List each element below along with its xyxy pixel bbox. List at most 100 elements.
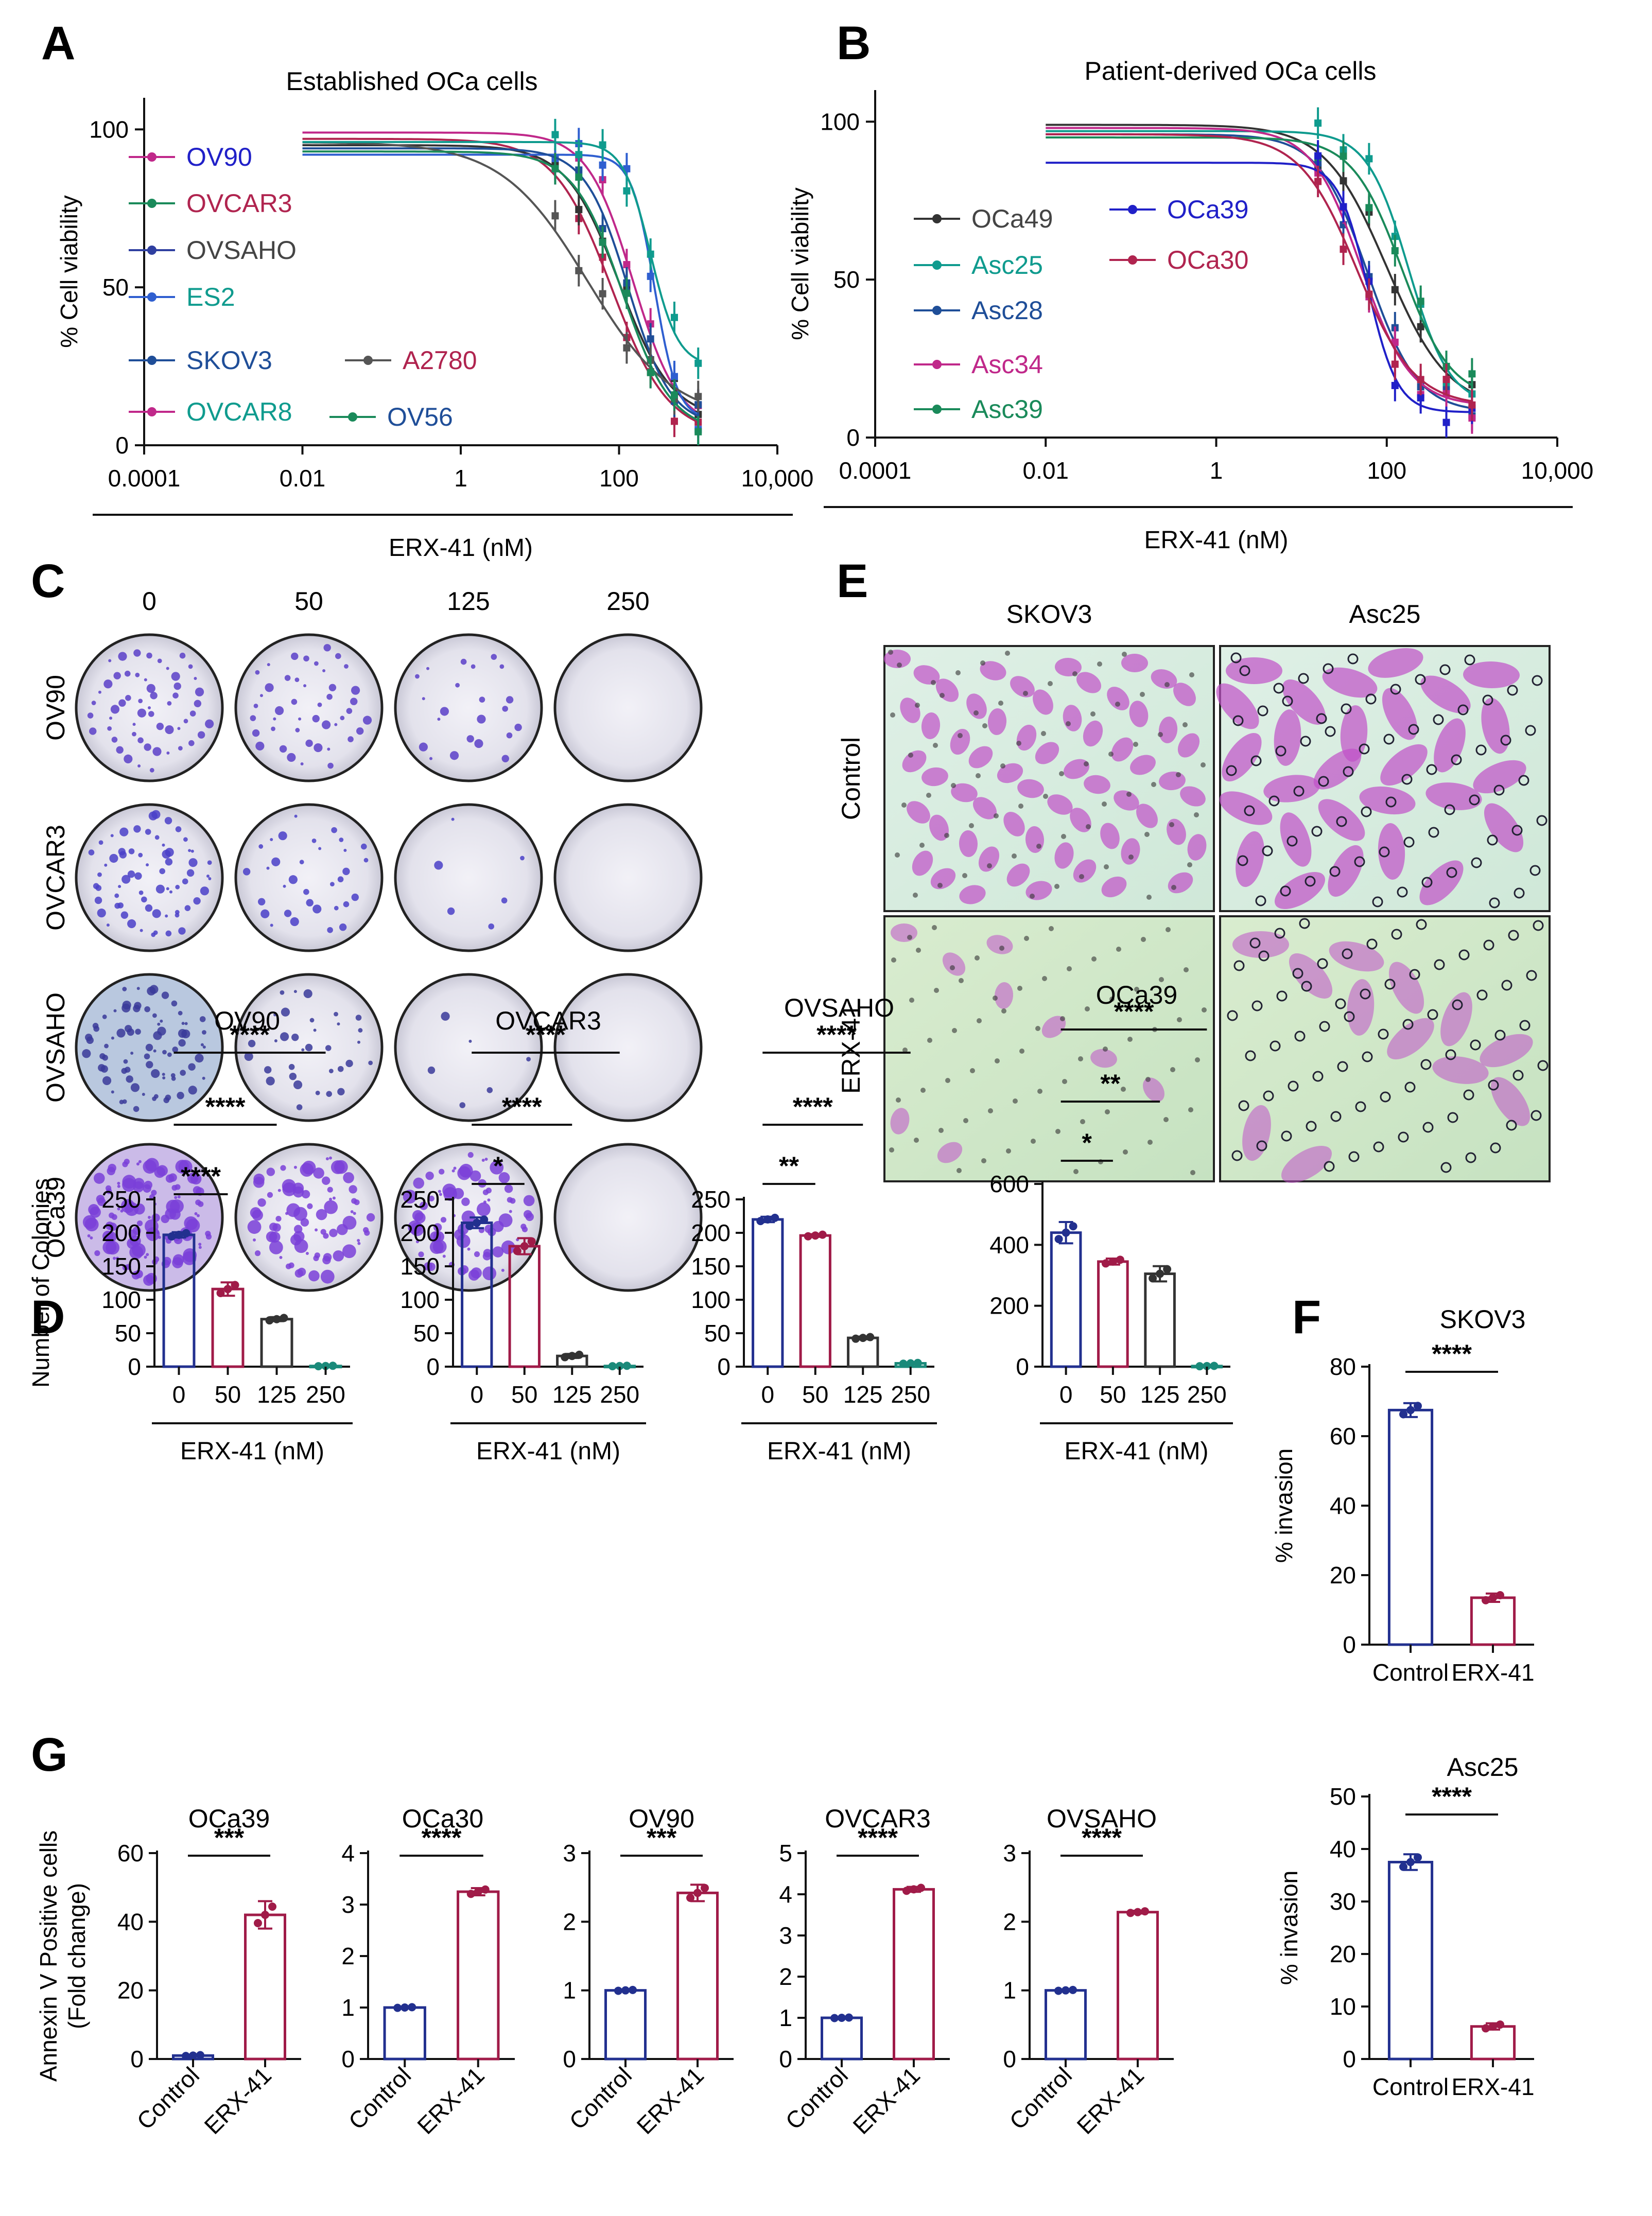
data-point (575, 267, 583, 274)
membrane-pore (1344, 1011, 1355, 1022)
colony (202, 1045, 206, 1049)
membrane-pore (1238, 1100, 1249, 1111)
colony (305, 1252, 309, 1255)
membrane-pore (1013, 1098, 1018, 1104)
replicate-point (268, 1903, 276, 1911)
colony (242, 868, 251, 876)
row-label: OVCAR3 (41, 825, 70, 931)
membrane-pore (1108, 752, 1114, 757)
colony (279, 1255, 283, 1259)
y-tick-label: 2 (1003, 1908, 1016, 1935)
y-tick-label: 60 (117, 1840, 144, 1866)
colony (314, 661, 319, 666)
replicate-point (401, 2003, 409, 2012)
replicate-point (913, 1358, 922, 1367)
membrane-pore (1233, 960, 1245, 971)
colony (504, 1184, 513, 1193)
colony (509, 1210, 512, 1213)
membrane-pore (1024, 936, 1029, 941)
colony (148, 1216, 151, 1219)
legend-marker (147, 246, 156, 255)
colony (189, 710, 196, 717)
y-tick-label: 30 (1330, 1888, 1356, 1915)
stained-cell (1328, 845, 1364, 897)
membrane-pore (1347, 653, 1359, 665)
stained-cell (1121, 838, 1140, 865)
data-point (575, 206, 583, 214)
stained-cell (980, 661, 1006, 680)
colony (440, 707, 449, 716)
curve-ov90 (302, 131, 699, 414)
colony (188, 849, 192, 852)
stained-cell (1035, 742, 1059, 764)
colony (342, 1215, 357, 1230)
colony (205, 1233, 212, 1240)
data-point (1314, 152, 1322, 160)
colony (190, 1173, 202, 1185)
colony (299, 860, 304, 865)
data-point (1314, 119, 1322, 127)
data-point (1340, 152, 1347, 160)
colony (447, 907, 455, 915)
colony (413, 1177, 425, 1189)
stained-cell (1347, 979, 1375, 1036)
stained-cell (1419, 860, 1464, 905)
stained-cell (1003, 812, 1025, 836)
data-point (599, 141, 606, 149)
colony (322, 1176, 331, 1185)
membrane-pore (938, 1128, 944, 1133)
x-tick-label: ERX-41 (1071, 2062, 1149, 2139)
colony (364, 1230, 370, 1236)
colony (118, 885, 121, 888)
replicate-point (520, 1242, 529, 1250)
stained-cell (1388, 962, 1424, 1014)
colony (460, 658, 467, 665)
significance-label: **** (502, 1092, 542, 1121)
legend-marker (363, 356, 373, 365)
curve-ovsaho (302, 144, 699, 408)
membrane-pore (1421, 877, 1433, 888)
stained-cell (1100, 823, 1120, 849)
membrane-pore (1001, 1008, 1006, 1014)
x-tick-label: 50 (511, 1381, 537, 1408)
colony (428, 1195, 434, 1202)
replicate-point (838, 2014, 846, 2022)
y-tick-label: 20 (117, 1977, 144, 2004)
colony (300, 762, 304, 765)
data-point (1391, 247, 1399, 255)
colony (477, 714, 486, 724)
replicate-point (1414, 1853, 1422, 1862)
colony (333, 1250, 344, 1262)
colony (119, 1100, 124, 1105)
colony (311, 838, 317, 843)
colony (349, 1185, 357, 1194)
colony (280, 990, 285, 995)
replicate-point (1195, 1362, 1204, 1371)
colony (98, 1064, 106, 1072)
x-tick-label: 0 (470, 1381, 483, 1408)
curve-asc39 (1046, 136, 1473, 387)
legend-label: OV90 (186, 143, 252, 171)
colony (132, 723, 136, 726)
stained-cell (921, 767, 948, 787)
colony (89, 727, 97, 735)
membrane-pore (1380, 1091, 1391, 1103)
colony (468, 1269, 480, 1281)
colony (328, 1156, 332, 1160)
significance-label: **** (526, 1020, 566, 1049)
colony (117, 1184, 120, 1188)
legend-marker (1128, 255, 1137, 265)
membrane-pore (1469, 794, 1480, 806)
membrane-pore (907, 935, 912, 940)
y-tick-label: 0 (128, 1353, 141, 1380)
membrane-pore (998, 701, 1003, 706)
membrane-pore (1183, 722, 1188, 727)
stained-cell (1226, 657, 1282, 684)
bar-control (604, 1989, 647, 2061)
bar-erx-41 (1117, 1911, 1159, 2061)
chart-title: OVCAR3 (495, 1006, 601, 1035)
colony (279, 745, 287, 753)
membrane-pore (988, 1108, 993, 1113)
